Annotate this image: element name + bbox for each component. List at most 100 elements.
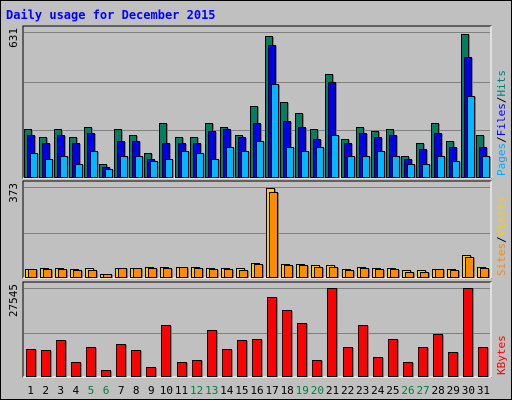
legend-entry: KBytes [495,335,508,375]
bar-kbytes-1 [26,349,36,377]
bar-pages-29 [452,161,460,178]
plot-area [22,180,492,279]
day-label: 6 [103,384,110,397]
day-label: 30 [462,384,475,397]
bar-pages-15 [241,151,249,178]
bar-pages-22 [347,156,355,178]
series-legend: KBytes [495,335,508,375]
bar-sites-7 [118,268,127,278]
bar-pages-28 [437,156,445,178]
day-label: 16 [250,384,263,397]
bar-pages-5 [90,151,98,178]
legend-entry: Visits [495,197,508,237]
bar-sites-5 [88,270,97,278]
bar-kbytes-28 [433,334,443,377]
day-label: 27 [416,384,429,397]
chart-panels: 631Pages/Files/Hits373Sites/Visits27545K… [7,25,508,378]
bar-kbytes-31 [478,347,488,377]
bar-pages-1 [30,153,38,178]
bar-sites-27 [420,272,429,278]
bar-sites-13 [209,269,218,278]
bar-pages-23 [362,156,370,178]
day-label: 10 [160,384,173,397]
bar-sites-23 [360,268,369,278]
day-label: 14 [220,384,234,397]
bar-pages-16 [256,141,264,178]
day-label: 28 [432,384,445,397]
day-label: 29 [447,384,460,397]
day-label: 2 [42,384,49,397]
bar-kbytes-25 [388,339,398,377]
day-label: 3 [57,384,64,397]
legend-entry: Files [495,103,508,136]
visits-panel: 373 Sites/Visits [7,180,508,279]
bar-kbytes-17 [267,297,277,377]
bar-sites-3 [58,269,67,278]
bar-sites-30 [465,257,474,278]
bar-sites-21 [329,267,338,278]
legend-entry: Pages [495,143,508,176]
bar-sites-11 [179,267,188,278]
day-label: 12 [190,384,203,397]
bar-sites-24 [375,269,384,278]
bar-sites-19 [299,265,308,278]
y-max-label: 373 [7,183,20,203]
bar-pages-9 [150,161,158,178]
bar-kbytes-4 [71,362,81,377]
bar-sites-8 [133,268,142,278]
bar-kbytes-15 [237,340,247,377]
chart-title: Daily usage for December 2015 [6,8,216,22]
day-axis: 1 2 3 4 5 6 7 8 9 10 11 12 13 14 15 16 17 18 19 20 21 22 23 24 2… [27,384,490,397]
bar-kbytes-2 [41,350,51,377]
bar-kbytes-8 [131,350,141,377]
bar-sites-14 [224,269,233,278]
kbytes-panel: 27545 KBytes [7,281,508,378]
bar-kbytes-24 [373,357,383,377]
bar-kbytes-5 [86,347,96,377]
bar-sites-31 [480,268,489,278]
day-label: 7 [118,384,125,397]
bar-kbytes-11 [177,362,187,377]
bar-sites-29 [450,270,459,278]
day-label: 18 [281,384,294,397]
bar-kbytes-7 [116,344,126,377]
bar-pages-11 [181,151,189,178]
bar-kbytes-6 [101,370,111,377]
bar-sites-18 [284,265,293,278]
bar-sites-22 [345,270,354,278]
bar-pages-20 [316,147,324,178]
legend-entry: Hits [495,70,508,97]
day-label: 4 [73,384,80,397]
day-label: 31 [477,384,490,397]
bar-kbytes-16 [252,339,262,377]
bar-kbytes-10 [161,325,171,377]
bar-kbytes-20 [312,360,322,377]
bar-kbytes-19 [297,323,307,377]
bar-pages-4 [75,164,83,178]
bar-sites-28 [435,269,444,278]
day-label: 21 [326,384,339,397]
bar-pages-21 [331,135,339,178]
day-label: 13 [205,384,218,397]
bar-pages-31 [482,156,490,178]
bar-pages-25 [392,156,400,178]
bar-pages-10 [165,159,173,178]
bar-sites-25 [390,269,399,278]
bar-kbytes-27 [418,347,428,377]
day-label: 20 [311,384,324,397]
bar-pages-14 [226,147,234,178]
bar-sites-4 [73,270,82,278]
bar-kbytes-23 [358,325,368,377]
legend-entry: / [495,236,508,243]
bar-sites-2 [43,269,52,278]
legend-entry: Sites [495,243,508,276]
day-label: 17 [265,384,278,397]
day-label: 5 [88,384,95,397]
bar-sites-20 [314,267,323,278]
y-max-label: 631 [7,28,20,48]
day-label: 24 [371,384,385,397]
day-label: 1 [27,384,34,397]
bar-sites-16 [254,264,263,278]
